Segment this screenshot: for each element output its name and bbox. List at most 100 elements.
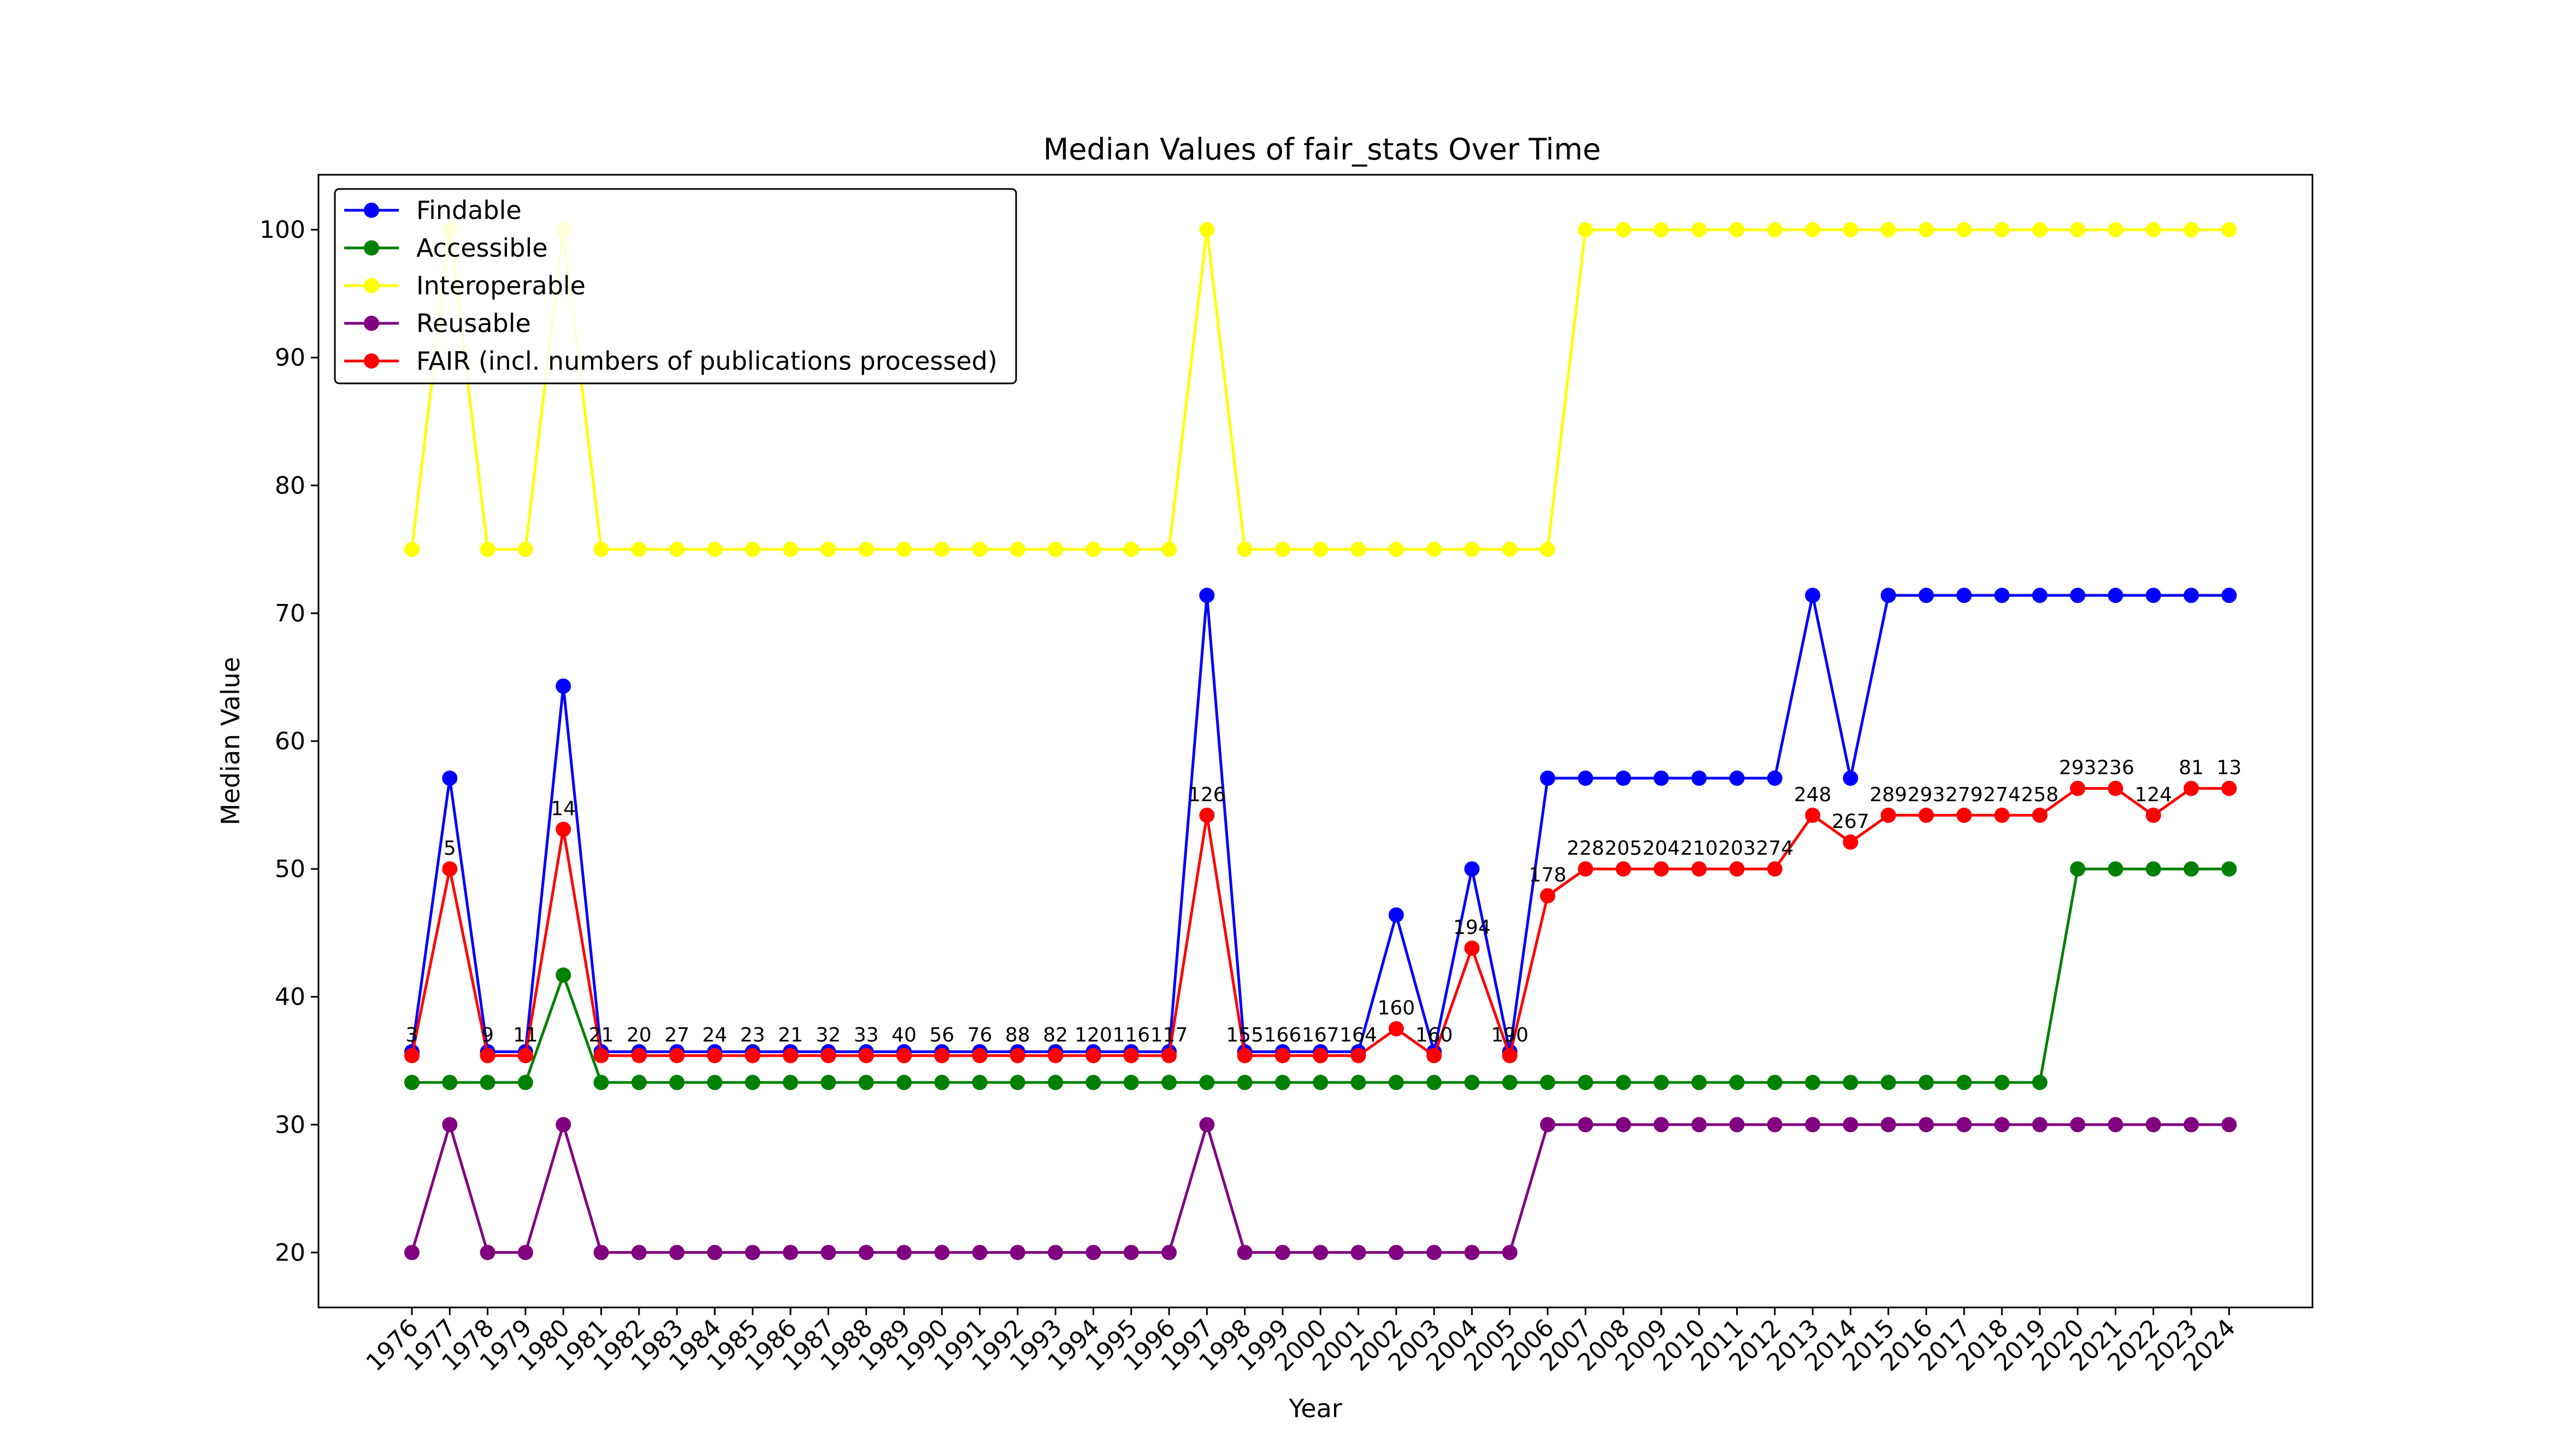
data-point <box>404 1047 420 1063</box>
data-point <box>1578 222 1594 238</box>
data-point <box>1919 1117 1934 1133</box>
data-point <box>1237 1047 1253 1063</box>
data-point <box>1994 807 2010 823</box>
data-point <box>745 1047 760 1063</box>
data-point <box>858 1075 874 1091</box>
point-label: 24 <box>702 1024 727 1046</box>
y-tick-label: 30 <box>275 1111 305 1139</box>
point-label: 204 <box>1643 837 1680 860</box>
data-point <box>2145 1117 2161 1133</box>
legend-entry: FAIR (incl. numbers of publications proc… <box>344 346 998 376</box>
data-point <box>1653 1075 1669 1091</box>
data-point <box>972 1245 988 1260</box>
point-label: 76 <box>967 1024 993 1046</box>
y-tick-label: 40 <box>275 983 305 1011</box>
data-point <box>1767 1075 1783 1091</box>
y-axis: 20 30 40 50 60 70 80 90 100 <box>259 216 318 1266</box>
data-point <box>821 1047 836 1063</box>
data-point <box>1426 1047 1442 1063</box>
data-point <box>1426 1075 1442 1091</box>
data-point <box>593 1075 609 1091</box>
data-point <box>1085 1075 1101 1091</box>
point-label: 160 <box>1377 997 1415 1020</box>
point-label: 248 <box>1794 784 1832 806</box>
data-point <box>517 1245 533 1260</box>
data-point <box>1464 1075 1480 1091</box>
data-point <box>1880 588 1896 603</box>
data-point <box>2070 780 2086 796</box>
data-point <box>858 541 874 557</box>
x-axis: 1976197719781979198019811982198319841985… <box>361 1307 2241 1377</box>
data-point <box>1767 222 1783 238</box>
point-label: 205 <box>1604 837 1642 860</box>
data-point <box>1123 541 1139 557</box>
data-point <box>1502 1075 1518 1091</box>
data-point <box>556 678 571 694</box>
point-label: 5 <box>444 837 456 860</box>
data-point <box>1880 1075 1896 1091</box>
point-label: 160 <box>1415 1024 1453 1046</box>
data-point <box>1767 861 1783 877</box>
data-point <box>1161 1075 1177 1091</box>
legend-swatch-marker <box>364 353 379 369</box>
data-point <box>1615 861 1631 877</box>
point-label: 166 <box>1264 1024 1302 1046</box>
data-point <box>1502 1245 1518 1260</box>
y-tick-label: 60 <box>275 727 305 755</box>
data-point <box>556 967 571 983</box>
data-point <box>1048 541 1064 557</box>
data-point <box>1729 770 1745 786</box>
data-point <box>1578 770 1594 786</box>
data-point <box>896 1075 912 1091</box>
data-point <box>1615 770 1631 786</box>
data-point <box>442 1117 458 1133</box>
data-point <box>1010 541 1025 557</box>
data-point <box>1313 1075 1329 1091</box>
point-label: 167 <box>1302 1024 1340 1046</box>
data-point <box>1767 770 1783 786</box>
data-point <box>2145 222 2161 238</box>
data-point <box>1653 1117 1669 1133</box>
data-point <box>593 541 609 557</box>
series-line <box>410 594 2229 1053</box>
series-layer <box>404 222 2237 1260</box>
data-point <box>1274 1245 1290 1260</box>
data-point <box>1161 1047 1177 1063</box>
data-point <box>1729 222 1745 238</box>
data-point <box>1540 770 1555 786</box>
point-label: 190 <box>1491 1024 1529 1046</box>
data-point <box>1653 770 1669 786</box>
point-label: 274 <box>1983 784 2021 806</box>
legend-entry: Findable <box>344 196 522 225</box>
data-point <box>2070 222 2086 238</box>
data-point <box>2108 588 2123 603</box>
data-point <box>1653 222 1669 238</box>
data-point <box>1805 222 1821 238</box>
data-point <box>896 1245 912 1260</box>
data-point <box>2108 780 2123 796</box>
data-point <box>1994 1117 2010 1133</box>
series-reusable <box>404 1117 2237 1260</box>
data-point <box>1956 1117 1972 1133</box>
data-point <box>669 1075 685 1091</box>
data-point <box>404 1245 420 1260</box>
legend-label: Interoperable <box>416 271 586 300</box>
data-point <box>2221 1117 2237 1133</box>
data-point <box>1502 1047 1518 1063</box>
point-label: 228 <box>1567 837 1604 860</box>
series-interoperable <box>404 222 2237 557</box>
data-point <box>1274 1075 1290 1091</box>
data-point <box>1388 1245 1404 1260</box>
point-label: 126 <box>1188 784 1226 806</box>
data-point <box>934 1075 950 1091</box>
legend-entry: Interoperable <box>344 271 586 300</box>
data-point <box>858 1047 874 1063</box>
legend-entry: Accessible <box>344 233 548 263</box>
data-point <box>1805 807 1821 823</box>
data-point <box>1199 588 1215 603</box>
data-point <box>1161 1245 1177 1260</box>
data-point <box>896 541 912 557</box>
data-point <box>934 1047 950 1063</box>
data-point <box>1010 1047 1025 1063</box>
legend-entry: Reusable <box>344 309 531 338</box>
